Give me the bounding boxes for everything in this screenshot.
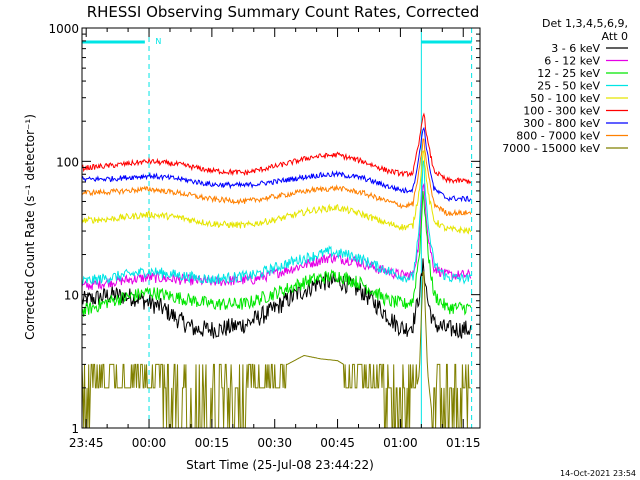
cyan-bar-label: N <box>155 37 161 46</box>
x-axis-label: Start Time (25-Jul-08 23:44:22) <box>186 458 374 472</box>
legend-label: 3 - 6 keV <box>551 42 600 55</box>
footer-timestamp: 14-Oct-2021 23:54 <box>560 469 636 478</box>
y-tick-label: 100 <box>56 155 79 169</box>
series-line-0 <box>81 258 472 339</box>
series-line-1 <box>81 182 472 291</box>
y-tick-label: 10 <box>64 289 79 303</box>
chart-title: RHESSI Observing Summary Count Rates, Co… <box>87 3 480 21</box>
x-tick-label: 23:45 <box>69 436 104 450</box>
legend-label: 7000 - 15000 keV <box>502 142 600 155</box>
legend-label: 800 - 7000 keV <box>516 130 600 143</box>
legend-header-attenuator: Att 0 <box>602 30 628 43</box>
y-axis-label: Corrected Count Rate (s⁻¹ detector⁻¹) <box>23 114 37 340</box>
series-line-6 <box>81 126 472 203</box>
axes: 1 10 100 1000 23:45 00:00 00:15 00:30 00:45 01:00… <box>48 22 480 450</box>
x-tick-label: 00:15 <box>195 436 230 450</box>
series-line-4 <box>81 149 472 235</box>
legend-label: 6 - 12 keV <box>544 55 600 68</box>
y-tick-label: 1 <box>71 422 79 436</box>
legend-label: 50 - 100 keV <box>530 92 600 105</box>
series-line-3 <box>81 160 472 285</box>
x-tick-label: 00:00 <box>132 436 167 450</box>
x-tick-label: 00:30 <box>257 436 292 450</box>
series-line-5 <box>81 112 472 185</box>
legend-header-detectors: Det 1,3,4,5,6,9, <box>542 17 628 30</box>
y-tick-label: 1000 <box>48 22 79 36</box>
legend-label: 100 - 300 keV <box>523 105 600 118</box>
plot-area: N <box>81 28 473 429</box>
x-tick-label: 00:45 <box>320 436 355 450</box>
series-line-2 <box>81 191 472 317</box>
legend-label: 300 - 800 keV <box>523 117 600 130</box>
x-tick-label: 01:15 <box>446 436 481 450</box>
plot-frame <box>81 27 481 429</box>
x-tick-label: 01:00 <box>383 436 418 450</box>
legend-label: 25 - 50 keV <box>537 80 600 93</box>
legend-label: 12 - 25 keV <box>537 67 600 80</box>
series-line-7 <box>81 138 472 217</box>
